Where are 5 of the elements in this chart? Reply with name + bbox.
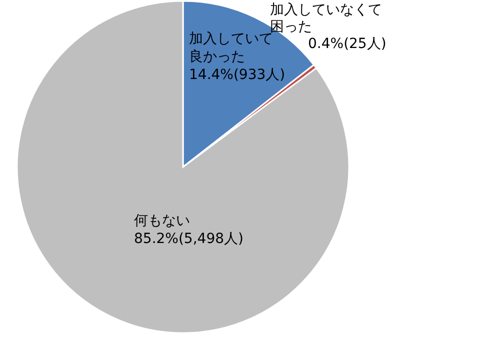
- data-label: 14.4%(933人): [189, 66, 286, 84]
- slice-label: 何もない: [134, 212, 191, 230]
- data-label: 0.4%(25人): [308, 36, 386, 52]
- data-label: 85.2%(5,498人): [134, 230, 244, 248]
- slice-label: 加入していなくて困った: [270, 2, 383, 35]
